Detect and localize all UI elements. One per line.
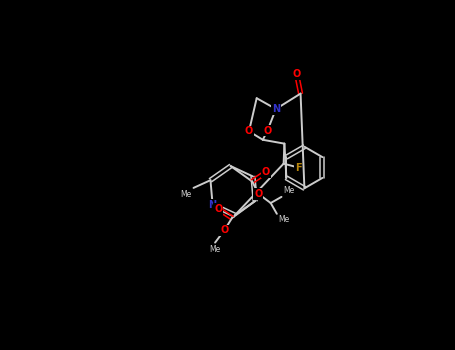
Text: Me: Me	[283, 186, 294, 195]
Text: Me: Me	[278, 215, 290, 224]
Text: Me: Me	[209, 245, 221, 254]
Text: F: F	[295, 162, 302, 173]
Text: O: O	[245, 126, 253, 136]
Text: O: O	[220, 225, 228, 235]
Text: O: O	[263, 126, 272, 135]
Text: O: O	[214, 204, 222, 214]
Text: O: O	[293, 69, 301, 79]
Text: O: O	[262, 167, 270, 177]
Text: N: N	[208, 200, 217, 210]
Text: N: N	[272, 104, 280, 114]
Text: Me: Me	[181, 190, 192, 199]
Text: O: O	[254, 189, 263, 199]
